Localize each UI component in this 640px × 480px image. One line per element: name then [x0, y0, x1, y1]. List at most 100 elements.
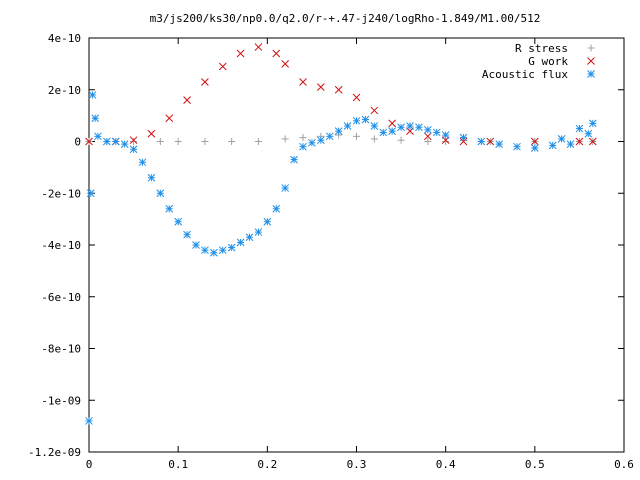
legend-marker — [587, 57, 595, 65]
data-point — [441, 131, 450, 139]
data-point — [174, 217, 183, 226]
data-point — [147, 173, 156, 182]
data-point — [424, 138, 432, 145]
data-point — [361, 115, 370, 124]
data-point — [85, 137, 93, 146]
x-tick-label: 0 — [86, 458, 93, 471]
data-point — [147, 129, 156, 138]
x-tick-label: 0.5 — [525, 458, 545, 471]
data-point — [129, 136, 138, 145]
data-point — [316, 83, 325, 92]
data-point — [94, 132, 102, 141]
data-point — [423, 132, 432, 141]
data-point — [406, 122, 414, 130]
data-point — [138, 158, 147, 167]
data-point — [316, 136, 325, 145]
data-point — [156, 138, 164, 145]
data-point — [575, 137, 584, 146]
data-point — [263, 217, 272, 226]
series-plus — [85, 131, 597, 145]
data-point — [254, 228, 263, 236]
data-point — [236, 238, 245, 247]
data-point — [353, 132, 360, 140]
data-point — [334, 85, 343, 94]
data-point — [228, 138, 236, 145]
data-point — [423, 126, 432, 134]
x-tick-label: 0.3 — [347, 458, 367, 471]
data-point — [165, 114, 174, 123]
data-point — [299, 142, 307, 151]
y-tick-label: -2e-10 — [41, 187, 81, 200]
data-point — [272, 204, 281, 213]
data-point — [370, 122, 379, 130]
data-point — [299, 134, 307, 142]
data-point — [584, 129, 593, 138]
data-point — [281, 135, 289, 143]
data-point — [254, 138, 262, 145]
data-point — [156, 189, 165, 198]
data-point — [120, 140, 129, 148]
data-point — [201, 78, 209, 86]
data-point — [388, 119, 397, 128]
data-point — [352, 116, 361, 125]
data-point — [588, 119, 597, 128]
y-tick-label: 0 — [74, 136, 81, 149]
data-point — [165, 204, 174, 213]
x-tick-label: 0.6 — [614, 458, 634, 471]
data-point — [281, 60, 290, 68]
data-point — [192, 241, 200, 249]
data-point — [236, 49, 245, 58]
y-tick-label: -6e-10 — [41, 291, 81, 304]
data-point — [183, 96, 191, 104]
series-layer — [85, 43, 597, 425]
data-point — [575, 124, 584, 133]
x-tick-label: 0.4 — [436, 458, 456, 471]
y-tick-label: -1.2e-09 — [28, 446, 81, 459]
data-point — [218, 246, 227, 255]
data-point — [352, 93, 361, 102]
data-point — [548, 141, 557, 150]
data-point — [91, 114, 100, 123]
data-point — [477, 137, 486, 146]
data-point — [588, 137, 597, 146]
data-point — [290, 155, 298, 164]
data-point — [442, 138, 450, 145]
data-point — [129, 145, 138, 154]
legend-marker — [587, 44, 595, 52]
data-point — [397, 123, 405, 132]
chart-title: m3/js200/ks30/np0.0/q2.0/r-+.47-j240/log… — [150, 12, 541, 25]
data-point — [566, 140, 575, 148]
legend-marker — [587, 70, 595, 78]
data-point — [85, 417, 93, 425]
data-point — [513, 142, 521, 151]
data-point — [111, 137, 120, 146]
data-point — [209, 248, 218, 257]
series-star — [85, 91, 597, 425]
data-point — [459, 137, 468, 146]
data-point — [432, 128, 441, 137]
legend-label: G work — [528, 55, 568, 68]
data-point — [415, 123, 423, 132]
axes: 0 0.1 0.2 0.3 0.4 0.5 0.6 4e-10 2e-10 0 -2e-10 -4e-… — [28, 32, 634, 471]
data-point — [308, 138, 316, 147]
y-tick-label: -1e-09 — [41, 394, 81, 407]
data-point — [174, 138, 182, 145]
data-point — [218, 62, 227, 71]
data-point — [397, 136, 405, 144]
data-point — [557, 135, 566, 143]
x-tick-label: 0.1 — [168, 458, 188, 471]
data-point — [379, 128, 388, 137]
plot-frame — [88, 37, 625, 453]
data-point — [530, 137, 539, 146]
data-point — [130, 138, 138, 145]
data-point — [102, 137, 111, 146]
data-point — [88, 91, 97, 99]
series-cross — [85, 43, 597, 146]
data-point — [325, 132, 334, 141]
data-point — [254, 43, 263, 51]
x-tick-label: 0.2 — [257, 458, 277, 471]
y-tick-label: 2e-10 — [48, 84, 81, 97]
y-tick-label: -4e-10 — [41, 239, 81, 252]
data-point — [334, 127, 343, 136]
